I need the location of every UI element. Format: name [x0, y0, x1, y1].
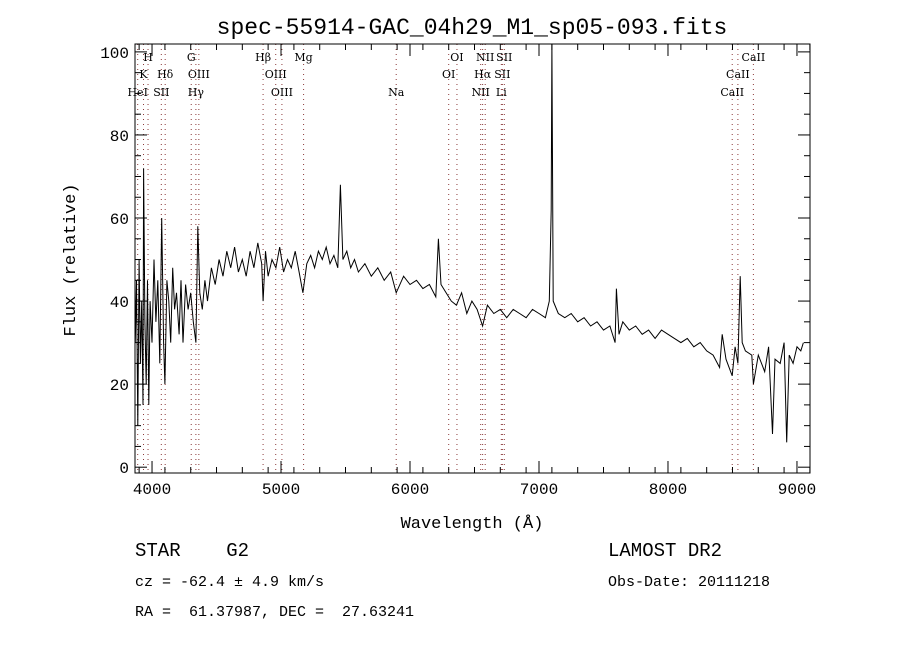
line-marker-label: SII	[496, 51, 512, 64]
x-tick-label: 8000	[649, 481, 687, 499]
y-tick-label: 80	[110, 128, 129, 146]
line-marker-label: K	[139, 68, 148, 81]
y-tick-label: 20	[110, 377, 129, 395]
spectrum-line	[134, 43, 804, 443]
line-marker-label: G	[187, 51, 196, 64]
x-tick-label: 4000	[133, 481, 171, 499]
line-marker-label: HeI	[127, 86, 147, 99]
x-tick-label: 6000	[391, 481, 429, 499]
redshift: cz = -62.4 ± 4.9 km/s	[135, 574, 325, 591]
axis-ticks: 4000 5000 6000 7000 8000 9000 0 20 40 60 80 100	[100, 44, 816, 499]
line-marker-label: CaII	[720, 86, 744, 99]
line-marker-label: Hβ	[255, 51, 271, 64]
object-class: STAR G2	[135, 540, 250, 562]
line-marker-label: H	[143, 51, 153, 64]
coordinates: RA = 61.37987, DEC = 27.63241	[135, 604, 415, 621]
y-tick-label: 0	[119, 460, 129, 478]
line-marker-label: NII	[476, 51, 494, 64]
survey-name: LAMOST DR2	[608, 540, 723, 562]
plot-frame	[134, 43, 811, 474]
line-marker-label: Hα	[474, 68, 492, 81]
x-tick-label: 5000	[262, 481, 300, 499]
line-marker-label: SII	[153, 86, 169, 99]
line-marker-label: Li	[496, 86, 507, 99]
line-markers: HK HeI Hδ SII G OIII Hγ Hβ OIII OIII Mg Na OI OI NII Hα…	[127, 44, 765, 473]
line-marker-label: OI	[442, 68, 455, 81]
chart-title: spec-55914-GAC_04h29_M1_sp05-093.fits	[217, 15, 728, 41]
line-marker-label: OIII	[265, 68, 287, 81]
line-marker-label: NII	[472, 86, 490, 99]
y-axis-label: Flux (relative)	[62, 183, 81, 336]
x-axis-label: Wavelength (Å)	[401, 515, 544, 534]
line-marker-label: Hδ	[157, 68, 174, 81]
line-marker-label: Hγ	[188, 86, 205, 99]
line-marker-label: Mg	[294, 51, 312, 64]
y-tick-label: 100	[100, 45, 129, 63]
y-tick-label: 60	[110, 211, 129, 229]
obs-date: Obs-Date: 20111218	[608, 574, 771, 591]
line-marker-label: CaII	[726, 68, 750, 81]
line-marker-label: SII	[494, 68, 510, 81]
line-marker-label: OI	[450, 51, 463, 64]
y-tick-label: 40	[110, 294, 129, 312]
line-marker-label: Na	[388, 86, 405, 99]
x-tick-label: 7000	[520, 481, 558, 499]
line-marker-label: OIII	[188, 68, 210, 81]
line-marker-label: CaII	[742, 51, 766, 64]
line-marker-label: OIII	[271, 86, 293, 99]
x-tick-label: 9000	[778, 481, 816, 499]
